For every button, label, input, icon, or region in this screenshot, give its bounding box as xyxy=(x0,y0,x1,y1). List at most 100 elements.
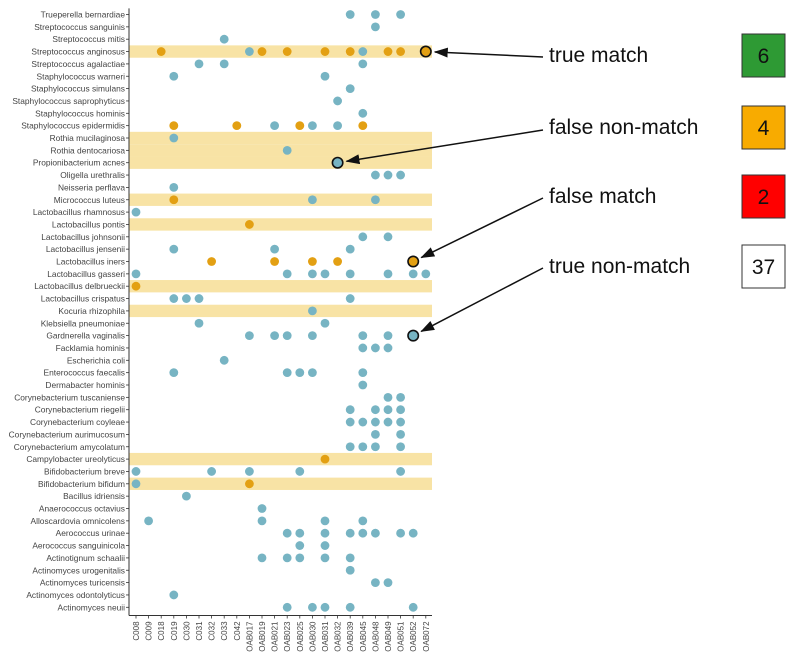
highlight-band xyxy=(129,452,432,466)
data-point xyxy=(358,343,368,353)
highlight-band xyxy=(129,280,432,293)
data-point xyxy=(345,84,355,93)
y-tick-label: Propionibacterium acnes xyxy=(33,158,125,168)
y-tick-label: Lactobacillus delbrueckii xyxy=(34,281,125,291)
data-point xyxy=(396,170,405,180)
data-point xyxy=(320,602,330,612)
x-tick-label: OAB017 xyxy=(245,621,254,652)
data-point xyxy=(295,467,305,476)
legend-label: true non-match xyxy=(549,255,690,278)
highlight-band xyxy=(129,45,432,58)
data-point xyxy=(194,59,204,69)
data-point xyxy=(131,479,141,489)
x-tick-label: OAB039 xyxy=(346,621,355,652)
data-point xyxy=(358,108,368,118)
data-point xyxy=(169,133,179,143)
data-point xyxy=(295,368,305,378)
count-value: 6 xyxy=(758,45,770,68)
x-tick-label: OAB030 xyxy=(308,621,317,652)
data-point xyxy=(371,417,380,427)
data-point xyxy=(169,590,179,600)
data-point xyxy=(308,306,317,316)
y-tick-label: Bacillus idriensis xyxy=(63,491,125,501)
data-point xyxy=(270,244,279,254)
data-point xyxy=(371,22,380,32)
data-point xyxy=(182,491,191,501)
data-point xyxy=(257,516,267,526)
data-point xyxy=(320,47,330,56)
data-point xyxy=(245,479,254,489)
data-point xyxy=(320,541,330,550)
x-tick-label: OAB021 xyxy=(271,621,280,652)
data-point xyxy=(396,528,405,538)
data-point xyxy=(371,442,380,452)
data-point xyxy=(396,442,405,452)
x-tick-label: C033 xyxy=(220,621,229,641)
data-point xyxy=(282,602,292,612)
data-point xyxy=(408,528,418,538)
y-tick-label: Corynebacterium amycolatum xyxy=(14,442,125,452)
data-point xyxy=(358,442,368,452)
y-tick-label: Gardnerella vaginalis xyxy=(46,331,125,341)
data-point xyxy=(358,528,368,538)
y-tick-label: Rothia mucilaginosa xyxy=(50,133,126,143)
y-tick-label: Actinomyces odontolyticus xyxy=(26,590,125,600)
data-point xyxy=(358,368,368,378)
data-point xyxy=(131,207,141,217)
data-point xyxy=(345,417,355,427)
y-tick-label: Aerococcus urinae xyxy=(56,528,126,538)
data-point xyxy=(345,294,355,303)
data-point xyxy=(219,355,229,365)
y-tick-label: Lactobacillus gasseri xyxy=(47,269,125,279)
data-point xyxy=(282,145,292,155)
data-point xyxy=(358,331,368,340)
data-point xyxy=(371,170,380,180)
data-point xyxy=(358,47,368,56)
data-point xyxy=(282,553,292,563)
data-point xyxy=(333,257,342,266)
y-tick-label: Streptococcus mitis xyxy=(52,34,125,44)
data-point xyxy=(320,71,330,81)
data-point xyxy=(333,96,342,106)
y-tick-label: Streptococcus sanguinis xyxy=(34,22,125,32)
x-tick-label: OAB048 xyxy=(371,621,380,652)
data-point xyxy=(396,405,405,415)
x-tick-label: C018 xyxy=(157,621,166,641)
legend-label: true match xyxy=(549,44,648,67)
data-point xyxy=(131,269,141,279)
data-point xyxy=(245,467,254,476)
data-point xyxy=(169,183,179,192)
highlight-band xyxy=(129,193,432,206)
y-tick-label: Enterococcus faecalis xyxy=(44,368,125,378)
data-point xyxy=(396,10,405,19)
data-point xyxy=(144,516,154,526)
data-point xyxy=(282,269,292,279)
data-point xyxy=(257,553,267,563)
y-tick-label: Aerococcus sanguinicola xyxy=(32,541,125,551)
data-point xyxy=(169,294,179,303)
x-tick-label: OAB023 xyxy=(283,621,292,652)
y-tick-label: Micrococcus luteus xyxy=(54,195,125,205)
x-tick-label: OAB049 xyxy=(384,621,393,652)
count-box xyxy=(741,174,786,219)
y-tick-label: Staphylococcus epidermidis xyxy=(21,121,125,131)
data-point xyxy=(320,454,330,464)
count-value: 37 xyxy=(752,256,775,279)
data-point xyxy=(358,380,368,390)
x-tick-label: OAB051 xyxy=(397,621,406,652)
y-tick-label: Lactobacillus iners xyxy=(56,257,125,267)
data-point xyxy=(371,405,380,415)
y-tick-label: Neisseria perflava xyxy=(58,182,125,192)
x-tick-label: C008 xyxy=(132,621,141,641)
data-point xyxy=(308,121,317,131)
x-tick-label: OAB019 xyxy=(258,621,267,652)
data-point xyxy=(358,59,368,69)
highlight-band xyxy=(129,304,432,318)
data-point xyxy=(270,257,279,266)
data-point xyxy=(396,430,405,439)
highlight-band xyxy=(129,477,432,490)
y-tick-label: Corynebacterium tuscaniense xyxy=(14,392,125,402)
data-point xyxy=(383,232,393,242)
data-point xyxy=(207,257,217,266)
